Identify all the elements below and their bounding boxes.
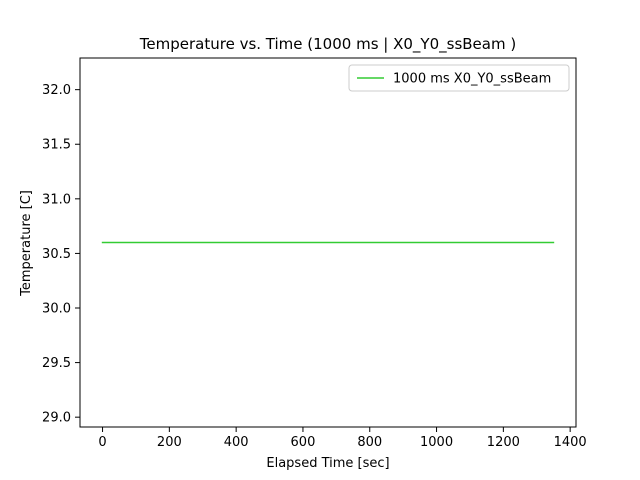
y-tick-label: 31.0 xyxy=(42,192,71,207)
y-tick-label: 30.5 xyxy=(42,247,71,262)
x-tick-label: 800 xyxy=(357,435,382,450)
legend-box xyxy=(348,64,570,92)
chart-title: Temperature vs. Time (1000 ms | X0_Y0_ss… xyxy=(139,35,516,54)
legend-entry-0: 1000 ms X0_Y0_ssBeam xyxy=(393,72,551,87)
y-tick-label: 31.5 xyxy=(42,138,71,153)
x-axis-label: Elapsed Time [sec] xyxy=(266,456,389,471)
x-tick-label: 600 xyxy=(291,435,316,450)
x-tick-label: 400 xyxy=(224,435,249,450)
x-tick-label: 1200 xyxy=(487,435,520,450)
y-tick-label: 29.5 xyxy=(42,356,71,371)
y-tick-label: 32.0 xyxy=(42,83,71,98)
x-tick-label: 1400 xyxy=(554,435,587,450)
plot-frame xyxy=(79,57,577,428)
y-tick-label: 29.0 xyxy=(42,411,71,426)
y-axis-label: Temperature [C] xyxy=(19,190,34,297)
x-tick-label: 1000 xyxy=(420,435,453,450)
axes-layer: 0 200 400 600 800 1000 1200 1400 29.0 29.5 30.0 30.… xyxy=(42,57,587,450)
legend: 1000 ms X0_Y0_ssBeam xyxy=(348,64,570,92)
y-tick-label: 30.0 xyxy=(42,302,71,317)
x-tick-label: 200 xyxy=(157,435,182,450)
x-tick-label: 0 xyxy=(98,435,106,450)
